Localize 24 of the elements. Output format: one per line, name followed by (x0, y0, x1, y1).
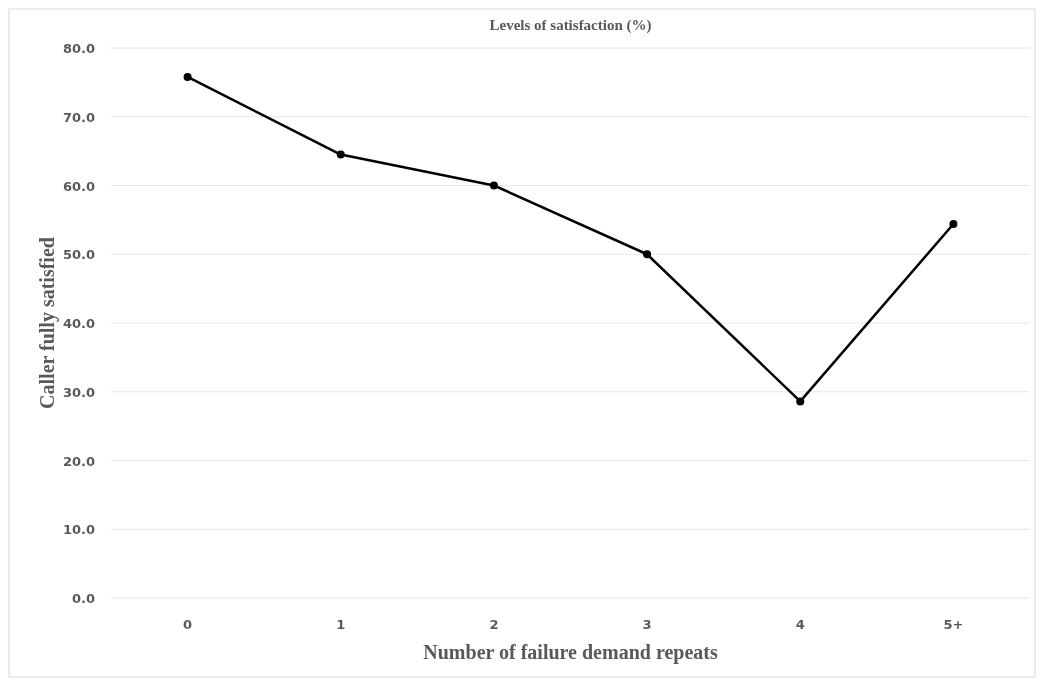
y-tick-label: 70.0 (62, 109, 95, 125)
x-tick-label: 5+ (943, 617, 964, 632)
x-tick-label: 1 (336, 617, 346, 632)
x-tick-label: 0 (183, 617, 193, 632)
point (949, 220, 958, 228)
y-tick-label: 40.0 (62, 316, 95, 331)
x-axis-title: Number of failure demand repeats (423, 641, 718, 664)
y-tick-label: 0.0 (71, 591, 95, 606)
x-tick-label: 4 (795, 617, 805, 632)
x-tick-label: 2 (489, 617, 499, 632)
point (643, 250, 652, 259)
y-tick-label: 50.0 (62, 247, 95, 263)
point (183, 72, 192, 81)
x-tick-label: 3 (642, 617, 652, 632)
y-tick-label: 60.0 (62, 178, 95, 194)
y-tick-label: 20.0 (62, 453, 95, 469)
y-tick-label: 80.0 (62, 41, 95, 56)
point (336, 150, 345, 159)
chart-title: Levels of satisfaction (%) (489, 17, 652, 34)
point (489, 181, 498, 190)
y-tick-label: 10.0 (62, 522, 95, 538)
y-tick-label: 30.0 (62, 384, 95, 400)
point (796, 397, 805, 406)
y-axis-title: Caller fully satisfied (36, 237, 59, 409)
